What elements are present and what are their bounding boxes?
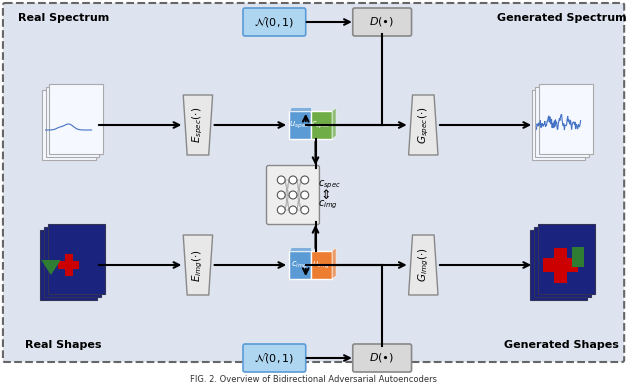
FancyBboxPatch shape — [534, 227, 591, 297]
Text: $c_{img}$: $c_{img}$ — [319, 199, 339, 211]
FancyBboxPatch shape — [243, 8, 306, 36]
FancyBboxPatch shape — [289, 111, 310, 139]
Polygon shape — [332, 248, 336, 279]
FancyBboxPatch shape — [243, 344, 306, 372]
Text: $E_{img}(\cdot)$: $E_{img}(\cdot)$ — [191, 248, 205, 282]
Polygon shape — [332, 108, 336, 139]
FancyBboxPatch shape — [540, 84, 593, 154]
Text: $\Updownarrow$: $\Updownarrow$ — [319, 188, 331, 202]
FancyBboxPatch shape — [3, 3, 624, 362]
FancyBboxPatch shape — [538, 224, 595, 294]
Circle shape — [301, 191, 308, 199]
Circle shape — [289, 206, 297, 214]
Text: $c_{img}$: $c_{img}$ — [291, 260, 308, 270]
Circle shape — [301, 176, 308, 184]
FancyBboxPatch shape — [45, 87, 99, 157]
FancyBboxPatch shape — [543, 258, 578, 272]
Text: $D(\bullet)$: $D(\bullet)$ — [369, 352, 395, 364]
Text: Real Shapes: Real Shapes — [26, 340, 102, 350]
FancyBboxPatch shape — [289, 251, 310, 279]
FancyBboxPatch shape — [49, 84, 104, 154]
Text: $G_{spec}(\cdot)$: $G_{spec}(\cdot)$ — [416, 106, 431, 144]
FancyBboxPatch shape — [44, 227, 101, 297]
Polygon shape — [408, 235, 438, 295]
FancyBboxPatch shape — [554, 248, 567, 282]
Circle shape — [301, 206, 308, 214]
FancyBboxPatch shape — [42, 90, 95, 160]
Polygon shape — [183, 235, 212, 295]
Text: Generated Shapes: Generated Shapes — [504, 340, 619, 350]
FancyBboxPatch shape — [58, 261, 79, 269]
Circle shape — [277, 191, 285, 199]
Circle shape — [277, 176, 285, 184]
Polygon shape — [183, 95, 212, 155]
Text: $E_{spec}(\cdot)$: $E_{spec}(\cdot)$ — [191, 107, 205, 143]
FancyBboxPatch shape — [40, 230, 97, 300]
Circle shape — [277, 206, 285, 214]
Text: Generated Spectrum: Generated Spectrum — [497, 13, 627, 23]
FancyBboxPatch shape — [536, 87, 589, 157]
Text: $u_{img}$: $u_{img}$ — [312, 260, 330, 270]
FancyBboxPatch shape — [530, 230, 587, 300]
FancyBboxPatch shape — [65, 254, 72, 276]
FancyBboxPatch shape — [310, 111, 332, 139]
Polygon shape — [289, 247, 310, 251]
FancyBboxPatch shape — [532, 90, 586, 160]
FancyBboxPatch shape — [310, 251, 332, 279]
Polygon shape — [289, 107, 310, 111]
Text: $\mathcal{N}(0,1)$: $\mathcal{N}(0,1)$ — [254, 15, 294, 29]
Text: $c_{spec}$: $c_{spec}$ — [311, 120, 332, 130]
Text: Real Spectrum: Real Spectrum — [18, 13, 109, 23]
Text: $\mathcal{N}(0,1)$: $\mathcal{N}(0,1)$ — [254, 351, 294, 365]
FancyBboxPatch shape — [48, 224, 105, 294]
Polygon shape — [408, 95, 438, 155]
FancyBboxPatch shape — [353, 8, 412, 36]
FancyBboxPatch shape — [266, 166, 319, 225]
Text: FIG. 2. Overview of Bidirectional Adversarial Autoencoders: FIG. 2. Overview of Bidirectional Advers… — [190, 376, 437, 385]
Text: $u_{spec}$: $u_{spec}$ — [289, 120, 310, 130]
Polygon shape — [41, 260, 61, 275]
Text: $D(\bullet)$: $D(\bullet)$ — [369, 16, 395, 28]
FancyBboxPatch shape — [572, 247, 584, 267]
Text: $c_{spec}$: $c_{spec}$ — [319, 179, 342, 191]
Circle shape — [289, 176, 297, 184]
Text: $G_{img}(\cdot)$: $G_{img}(\cdot)$ — [416, 248, 431, 282]
FancyBboxPatch shape — [353, 344, 412, 372]
Circle shape — [289, 191, 297, 199]
